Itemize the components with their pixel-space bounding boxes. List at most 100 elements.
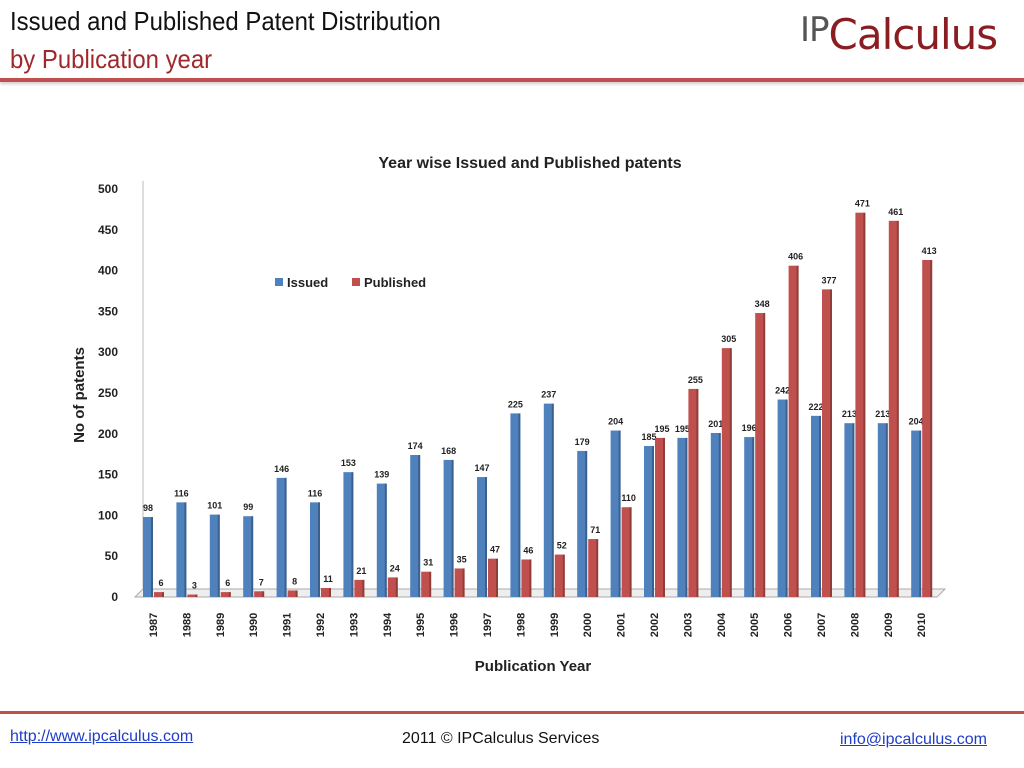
data-label-issued: 204 xyxy=(909,417,924,427)
header-divider xyxy=(0,78,1024,82)
bar-issued-2002 xyxy=(644,446,654,597)
data-label-published: 413 xyxy=(922,246,937,256)
bar-shade xyxy=(262,591,265,597)
patent-bar-chart: Year wise Issued and Published patents Pu… xyxy=(71,155,947,675)
bar-published-2002 xyxy=(655,437,665,597)
x-tick-label: 1995 xyxy=(415,613,427,637)
bar-published-2003 xyxy=(688,388,699,597)
bar-issued-2001 xyxy=(610,430,621,597)
bar-shade xyxy=(819,415,821,597)
bar-published-1998 xyxy=(521,559,532,597)
data-label-issued: 213 xyxy=(842,409,857,419)
bar-shade xyxy=(451,459,454,597)
x-tick-label: 2007 xyxy=(816,613,828,637)
bar-shade xyxy=(384,483,387,597)
bar-shade xyxy=(496,558,498,597)
bar-published-2001 xyxy=(621,507,632,597)
bar-published-1995 xyxy=(421,571,432,597)
website-link[interactable]: http://www.ipcalculus.com xyxy=(10,728,194,745)
x-tick-label: 1994 xyxy=(382,612,394,637)
data-label-issued: 174 xyxy=(408,441,423,451)
y-tick-label: 0 xyxy=(111,590,118,604)
x-tick-label: 2010 xyxy=(916,613,928,637)
bar-issued-2006 xyxy=(777,399,788,597)
bar-shade xyxy=(763,313,766,597)
data-label-published: 255 xyxy=(688,375,703,385)
data-label-published: 46 xyxy=(523,545,533,555)
bar-shade xyxy=(930,259,933,597)
bar-shade xyxy=(551,403,554,597)
bar-shade xyxy=(151,517,153,597)
bar-shade xyxy=(863,212,866,597)
bar-published-1993 xyxy=(354,579,365,597)
y-axis-label: No of patents xyxy=(71,347,88,443)
bar-shade xyxy=(485,477,487,597)
bar-issued-1995 xyxy=(410,455,421,597)
bar-published-2008 xyxy=(855,212,866,597)
bar-shade xyxy=(663,437,665,597)
bar-published-2010 xyxy=(922,259,933,597)
bar-shade xyxy=(395,577,398,597)
bar-shade xyxy=(785,399,788,597)
bar-issued-1992 xyxy=(310,502,320,597)
data-label-published: 47 xyxy=(490,545,500,555)
data-label-issued: 242 xyxy=(775,386,790,396)
data-label-published: 71 xyxy=(590,525,600,535)
bar-issued-2000 xyxy=(577,450,588,597)
bar-published-2009 xyxy=(888,220,899,597)
bar-shade xyxy=(329,588,331,597)
data-label-issued: 116 xyxy=(308,488,323,498)
data-label-published: 6 xyxy=(225,578,230,588)
bar-shade xyxy=(195,594,198,597)
bar-shade xyxy=(217,514,220,597)
data-label-published: 461 xyxy=(888,207,903,217)
bar-issued-1988 xyxy=(176,502,187,597)
bar-shade xyxy=(585,450,588,597)
data-label-issued: 116 xyxy=(174,488,189,498)
bar-published-2005 xyxy=(755,313,766,597)
bar-shade xyxy=(729,348,732,597)
bar-shade xyxy=(184,502,187,597)
data-label-published: 348 xyxy=(755,299,770,309)
footer-divider xyxy=(0,711,1024,714)
data-label-issued: 153 xyxy=(341,458,356,468)
data-label-issued: 98 xyxy=(143,503,153,513)
x-tick-label: 2003 xyxy=(682,613,694,637)
bar-shade xyxy=(284,477,287,597)
chart-title: Year wise Issued and Published patents xyxy=(378,155,681,172)
bar-issued-1997 xyxy=(477,477,487,597)
bar-published-2000 xyxy=(588,539,599,597)
data-label-published: 24 xyxy=(390,563,400,573)
bar-shade xyxy=(429,571,432,597)
bar-issued-2008 xyxy=(844,423,855,597)
data-label-published: 6 xyxy=(158,578,163,588)
x-tick-label: 1997 xyxy=(482,613,494,637)
chart-floor xyxy=(133,588,947,598)
data-label-issued: 168 xyxy=(441,446,456,456)
bar-shade xyxy=(896,220,899,597)
bar-issued-2003 xyxy=(677,437,688,597)
bar-issued-2004 xyxy=(710,432,721,597)
bar-issued-2005 xyxy=(744,437,755,597)
x-tick-label: 1996 xyxy=(449,613,461,637)
bar-issued-1991 xyxy=(276,477,287,597)
bar-published-1987 xyxy=(154,592,164,597)
x-tick-label: 2005 xyxy=(749,613,761,637)
email-link[interactable]: info@ipcalculus.com xyxy=(840,731,987,748)
logo-suffix: Calculus xyxy=(828,10,999,59)
data-label-published: 52 xyxy=(557,541,567,551)
x-tick-label: 2008 xyxy=(849,613,861,637)
data-label-issued: 225 xyxy=(508,399,523,409)
data-label-issued: 213 xyxy=(875,409,890,419)
x-tick-label: 1988 xyxy=(181,613,193,637)
x-tick-label: 2000 xyxy=(582,613,594,637)
y-tick-label: 350 xyxy=(98,304,118,318)
data-label-issued: 237 xyxy=(541,390,556,400)
bar-shade xyxy=(629,507,632,597)
y-tick-label: 500 xyxy=(98,182,118,196)
x-tick-label: 2006 xyxy=(783,613,795,637)
bar-published-1991 xyxy=(287,590,298,597)
copyright-text: 2011 © IPCalculus Services xyxy=(402,730,600,747)
data-label-published: 11 xyxy=(323,574,333,584)
bar-shade xyxy=(652,446,654,597)
